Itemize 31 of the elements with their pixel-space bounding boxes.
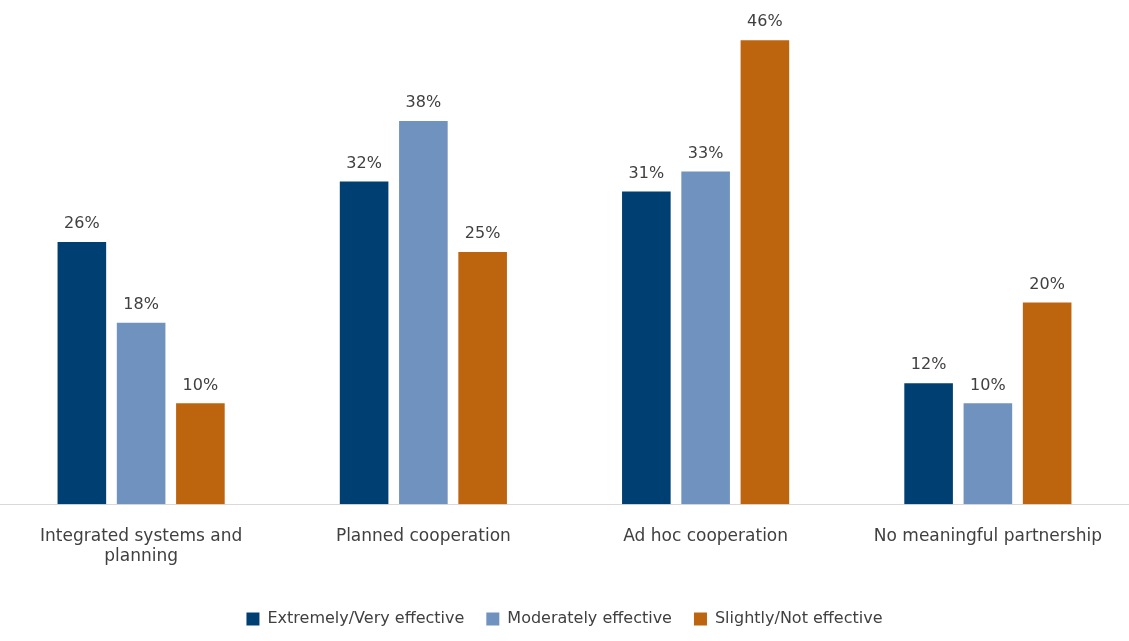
bar (339, 181, 389, 505)
data-label: 10% (182, 374, 219, 394)
bar (1022, 302, 1072, 505)
legend-label: Extremely/Very effective (267, 608, 465, 628)
data-label: 10% (970, 374, 1006, 394)
bar (904, 383, 953, 505)
data-label: 46% (747, 11, 783, 31)
bar (116, 322, 166, 505)
data-label: 33% (687, 142, 724, 162)
legend-label: Slightly/Not effective (714, 608, 883, 628)
data-label: 12% (910, 354, 947, 374)
bar (740, 40, 790, 505)
x-tick-label: Ad hoc cooperation (623, 524, 789, 545)
data-label: 20% (1029, 273, 1065, 293)
bar (963, 403, 1013, 505)
bar (57, 242, 107, 505)
bar (399, 121, 448, 505)
bar (622, 191, 671, 505)
data-label: 31% (628, 162, 665, 182)
x-tick-label: No meaningful partnership (873, 524, 1102, 545)
x-tick-label: Integrated systems and planning (40, 524, 243, 566)
data-label: 18% (123, 293, 159, 313)
data-label: 38% (405, 92, 442, 112)
data-label: 26% (64, 213, 100, 233)
x-tick-label: Planned cooperation (335, 524, 511, 545)
bar (458, 252, 507, 505)
bar (176, 403, 225, 505)
data-label: 25% (464, 223, 501, 243)
bar (681, 171, 730, 505)
data-label: 32% (346, 152, 382, 172)
legend-label: Moderately effective (507, 608, 672, 628)
